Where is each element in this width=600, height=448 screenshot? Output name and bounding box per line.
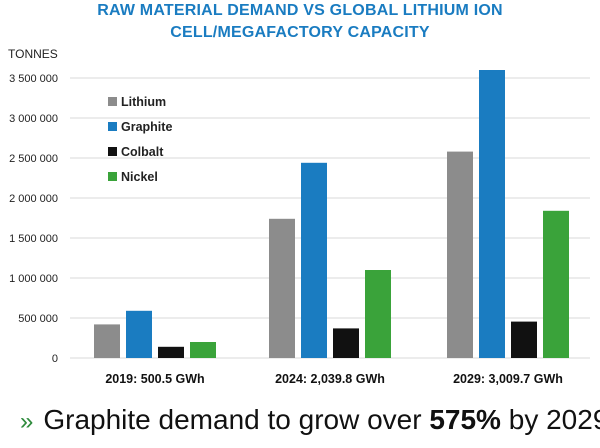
bar-lithium — [447, 151, 473, 358]
y-tick-label: 1 500 000 — [9, 233, 58, 245]
y-tick-label: 0 — [52, 353, 58, 365]
legend-label: Graphite — [121, 120, 172, 134]
legend-label: Colbalt — [121, 145, 164, 159]
x-category-label: 2029: 3,009.7 GWh — [453, 372, 563, 386]
chart-title-line2: CELL/MEGAFACTORY CAPACITY — [170, 24, 430, 41]
footer-statement: » Graphite demand to grow over 575% by 20… — [20, 404, 600, 436]
y-tick-label: 3 000 000 — [9, 113, 58, 125]
bar-colbalt — [333, 328, 359, 358]
y-tick-label: 1 000 000 — [9, 273, 58, 285]
bar-colbalt — [158, 346, 184, 358]
footer-text-before: Graphite demand to grow over — [43, 404, 430, 435]
x-category-label: 2024: 2,039.8 GWh — [275, 372, 385, 386]
legend-swatch-lithium — [108, 97, 117, 106]
y-tick-label: 2 000 000 — [9, 193, 58, 205]
bar-nickel — [365, 270, 391, 358]
bar-nickel — [543, 210, 569, 358]
footer-text-after: by 2029 — [500, 404, 600, 435]
x-category-label: 2019: 500.5 GWh — [105, 372, 204, 386]
bar-graphite — [301, 162, 327, 358]
footer-highlight: 575% — [429, 404, 501, 435]
y-axis-label: TONNES — [8, 47, 58, 61]
legend-label: Nickel — [121, 170, 158, 184]
y-tick-label: 500 000 — [18, 313, 58, 325]
y-tick-label: 2 500 000 — [9, 153, 58, 165]
bar-graphite — [479, 70, 505, 358]
bar-lithium — [269, 218, 295, 358]
bar-nickel — [190, 342, 216, 358]
bar-colbalt — [511, 321, 537, 358]
legend-label: Lithium — [121, 95, 166, 109]
chevron-bullet-icon: » — [20, 408, 34, 435]
bar-chart: 0 500 000 1 000 000 1 500 000 2 000 000 2 500… — [9, 70, 590, 386]
legend-swatch-graphite — [108, 122, 117, 131]
legend-swatch-nickel — [108, 172, 117, 181]
bar-lithium — [94, 324, 120, 358]
chart-title-line1: RAW MATERIAL DEMAND VS GLOBAL LITHIUM IO… — [97, 2, 503, 19]
bar-graphite — [126, 310, 152, 358]
legend-swatch-colbalt — [108, 147, 117, 156]
y-tick-label: 3 500 000 — [9, 73, 58, 85]
